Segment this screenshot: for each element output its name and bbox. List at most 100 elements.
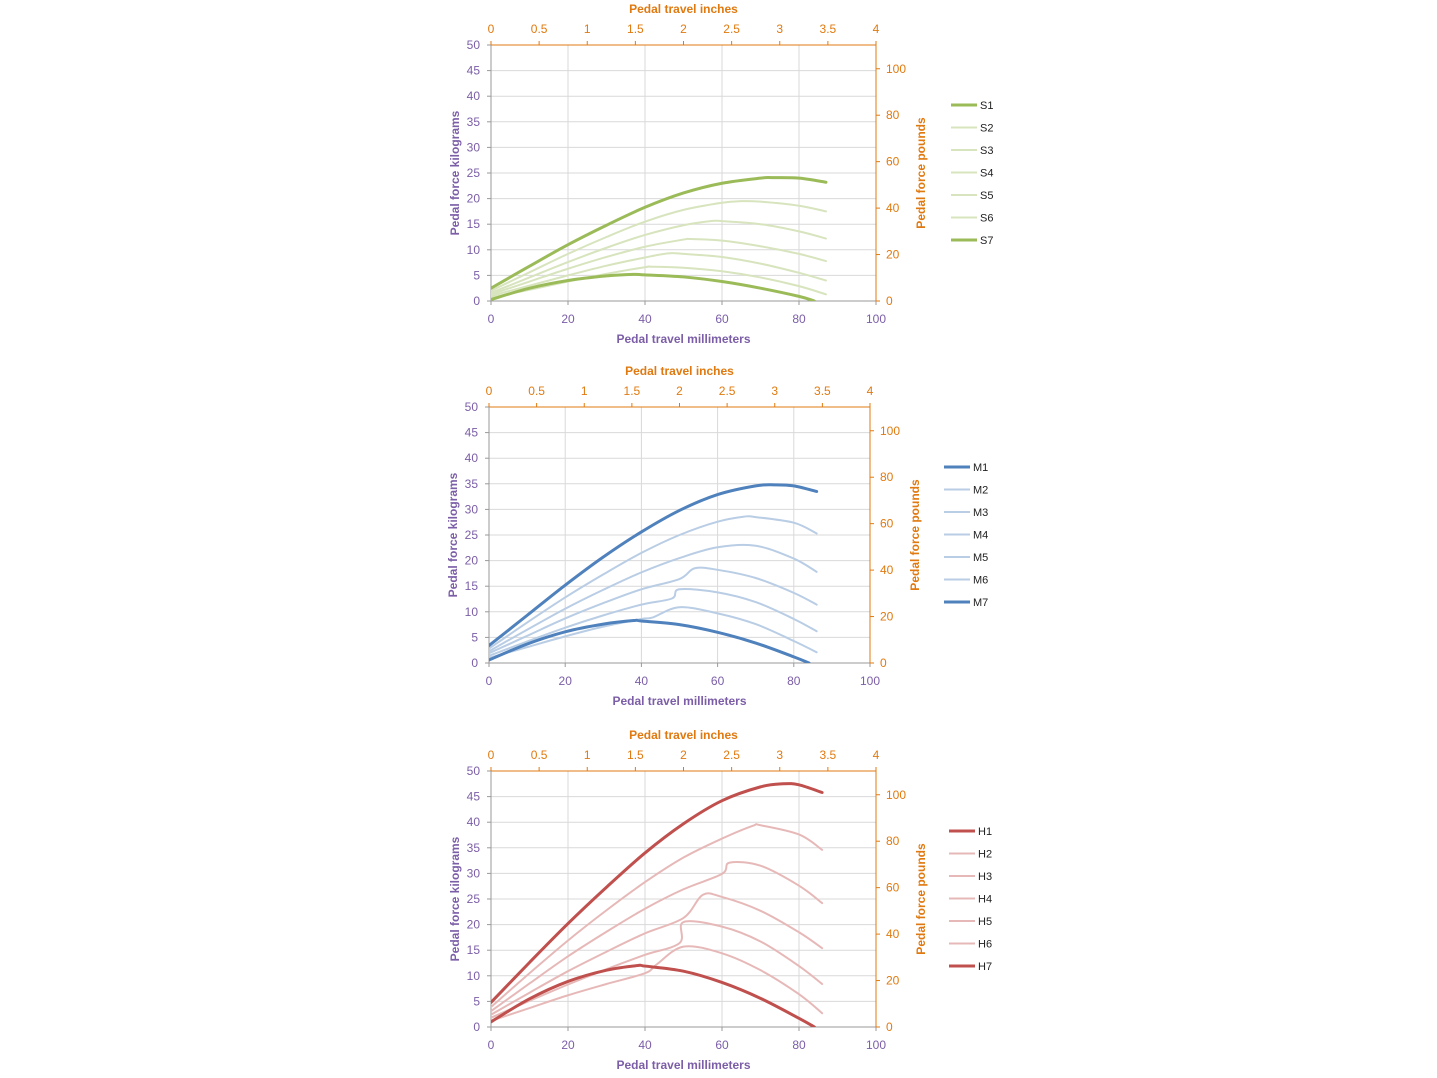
x-tick-label: 20 xyxy=(561,1038,575,1052)
y-tick-label: 45 xyxy=(467,64,481,78)
x2-tick-label: 2 xyxy=(680,748,687,762)
y-tick-label: 35 xyxy=(467,841,481,855)
legend-label-s7: S7 xyxy=(980,235,993,247)
legend-label-h7: H7 xyxy=(978,961,992,973)
y2-tick-label: 0 xyxy=(886,294,893,308)
x2-tick-label: 3 xyxy=(771,384,778,398)
x2-tick-label: 1.5 xyxy=(627,748,644,762)
y-tick-label: 15 xyxy=(465,579,479,593)
y2-tick-label: 0 xyxy=(886,1020,893,1034)
legend-label-m1: M1 xyxy=(973,462,988,474)
legend-label-s3: S3 xyxy=(980,145,993,157)
y2-tick-label: 40 xyxy=(886,201,900,215)
legend-label-m4: M4 xyxy=(973,530,988,542)
y2-tick-label: 60 xyxy=(886,155,900,169)
y2-axis-title: Pedal force pounds xyxy=(914,843,928,955)
y2-tick-label: 20 xyxy=(880,610,894,624)
x2-axis-title: Pedal travel inches xyxy=(629,2,738,16)
y-tick-label: 0 xyxy=(473,294,480,308)
x-tick-label: 20 xyxy=(559,674,573,688)
y-tick-label: 20 xyxy=(467,192,481,206)
x2-tick-label: 3 xyxy=(776,22,783,36)
x2-tick-label: 0 xyxy=(486,384,493,398)
x-tick-label: 60 xyxy=(715,312,729,326)
x-tick-label: 40 xyxy=(638,312,652,326)
x-tick-label: 100 xyxy=(866,312,886,326)
y-tick-label: 40 xyxy=(467,815,481,829)
y-tick-label: 10 xyxy=(467,243,481,257)
x-tick-label: 80 xyxy=(792,1038,806,1052)
legend-label-s4: S4 xyxy=(980,168,993,180)
legend-label-m2: M2 xyxy=(973,485,988,497)
y2-tick-label: 100 xyxy=(886,788,906,802)
y-tick-label: 10 xyxy=(467,969,481,983)
x-tick-label: 20 xyxy=(561,312,575,326)
x-axis-title: Pedal travel millimeters xyxy=(612,694,746,708)
y-axis-title: Pedal force kilograms xyxy=(448,836,462,961)
x2-axis-title: Pedal travel inches xyxy=(629,728,738,742)
x2-tick-label: 1 xyxy=(581,384,588,398)
x2-tick-label: 3.5 xyxy=(820,748,837,762)
y-tick-label: 0 xyxy=(471,656,478,670)
x-tick-label: 0 xyxy=(488,1038,495,1052)
y2-tick-label: 100 xyxy=(880,424,900,438)
y-tick-label: 30 xyxy=(467,866,481,880)
x-tick-label: 0 xyxy=(488,312,495,326)
x2-tick-label: 4 xyxy=(873,22,880,36)
series-line-s7 xyxy=(491,272,816,301)
y-tick-label: 50 xyxy=(467,764,481,778)
x-tick-label: 100 xyxy=(866,1038,886,1052)
x2-tick-label: 1 xyxy=(584,22,591,36)
y-tick-label: 30 xyxy=(465,502,479,516)
series-line-m7 xyxy=(489,618,811,663)
y2-tick-label: 0 xyxy=(880,656,887,670)
legend-label-h1: H1 xyxy=(978,826,992,838)
y-tick-label: 45 xyxy=(467,790,481,804)
x2-tick-label: 2.5 xyxy=(723,22,740,36)
y-tick-label: 20 xyxy=(467,918,481,932)
series-line-h7 xyxy=(491,963,816,1027)
legend-label-m7: M7 xyxy=(973,597,988,609)
y-tick-label: 25 xyxy=(467,166,481,180)
x2-tick-label: 3.5 xyxy=(814,384,831,398)
legend-label-m6: M6 xyxy=(973,575,988,587)
x-tick-label: 80 xyxy=(792,312,806,326)
y-tick-label: 10 xyxy=(465,605,479,619)
y-tick-label: 45 xyxy=(465,426,479,440)
x2-tick-label: 0.5 xyxy=(531,22,548,36)
series-line-m6 xyxy=(489,606,818,659)
series-line-s1 xyxy=(491,176,828,290)
x2-tick-label: 2 xyxy=(676,384,683,398)
x2-tick-label: 1 xyxy=(584,748,591,762)
series-line-m3 xyxy=(489,543,818,653)
y2-axis-title: Pedal force pounds xyxy=(914,117,928,229)
y2-tick-label: 80 xyxy=(886,834,900,848)
y2-tick-label: 60 xyxy=(880,517,894,531)
legend-label-m3: M3 xyxy=(973,507,988,519)
series-line-h1 xyxy=(491,782,824,1004)
x2-tick-label: 0.5 xyxy=(531,748,548,762)
series-line-h4 xyxy=(491,892,824,1016)
y-axis-title: Pedal force kilograms xyxy=(446,472,460,597)
series-line-h5 xyxy=(491,920,824,1019)
series-line-m4 xyxy=(489,566,818,655)
x2-tick-label: 2.5 xyxy=(719,384,736,398)
y2-tick-label: 60 xyxy=(886,881,900,895)
x2-tick-label: 2 xyxy=(680,22,687,36)
series-line-m2 xyxy=(489,515,818,650)
x-axis-title: Pedal travel millimeters xyxy=(616,332,750,346)
y-tick-label: 0 xyxy=(473,1020,480,1034)
y2-tick-label: 100 xyxy=(886,62,906,76)
legend-label-m5: M5 xyxy=(973,552,988,564)
x2-tick-label: 4 xyxy=(867,384,874,398)
x-tick-label: 60 xyxy=(711,674,725,688)
y-tick-label: 30 xyxy=(467,140,481,154)
y-tick-label: 15 xyxy=(467,943,481,957)
x-tick-label: 100 xyxy=(860,674,880,688)
x2-tick-label: 3.5 xyxy=(820,22,837,36)
x-tick-label: 80 xyxy=(787,674,801,688)
y2-tick-label: 80 xyxy=(880,470,894,484)
y2-tick-label: 20 xyxy=(886,248,900,262)
